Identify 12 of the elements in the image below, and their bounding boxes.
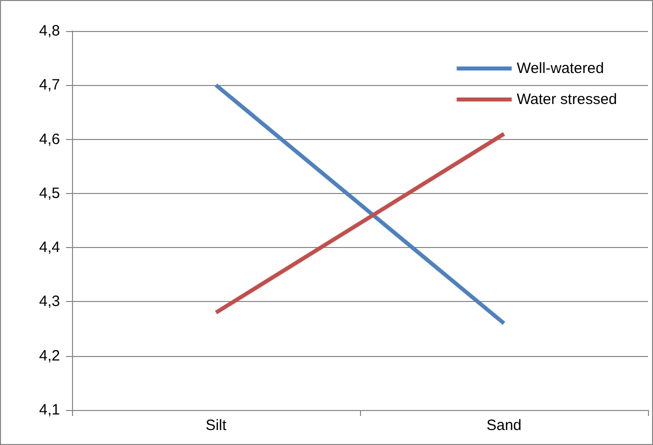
y-tick-label: 4,4 [39,239,60,256]
y-tick-label: 4,7 [39,76,60,94]
y-tick-label: 4,5 [39,184,60,202]
y-tick-label: 4,1 [39,402,60,418]
x-tick-label: Silt [206,417,228,434]
legend-label: Water stressed [516,91,618,108]
y-tick-label: 4,2 [39,347,60,364]
y-tick-label: 4,6 [39,130,60,148]
x-tick-label: Sand [486,417,522,434]
y-tick-label: 4,3 [39,293,60,310]
legend-label: Well-watered [516,60,604,77]
y-tick-label: 4,8 [39,22,60,40]
